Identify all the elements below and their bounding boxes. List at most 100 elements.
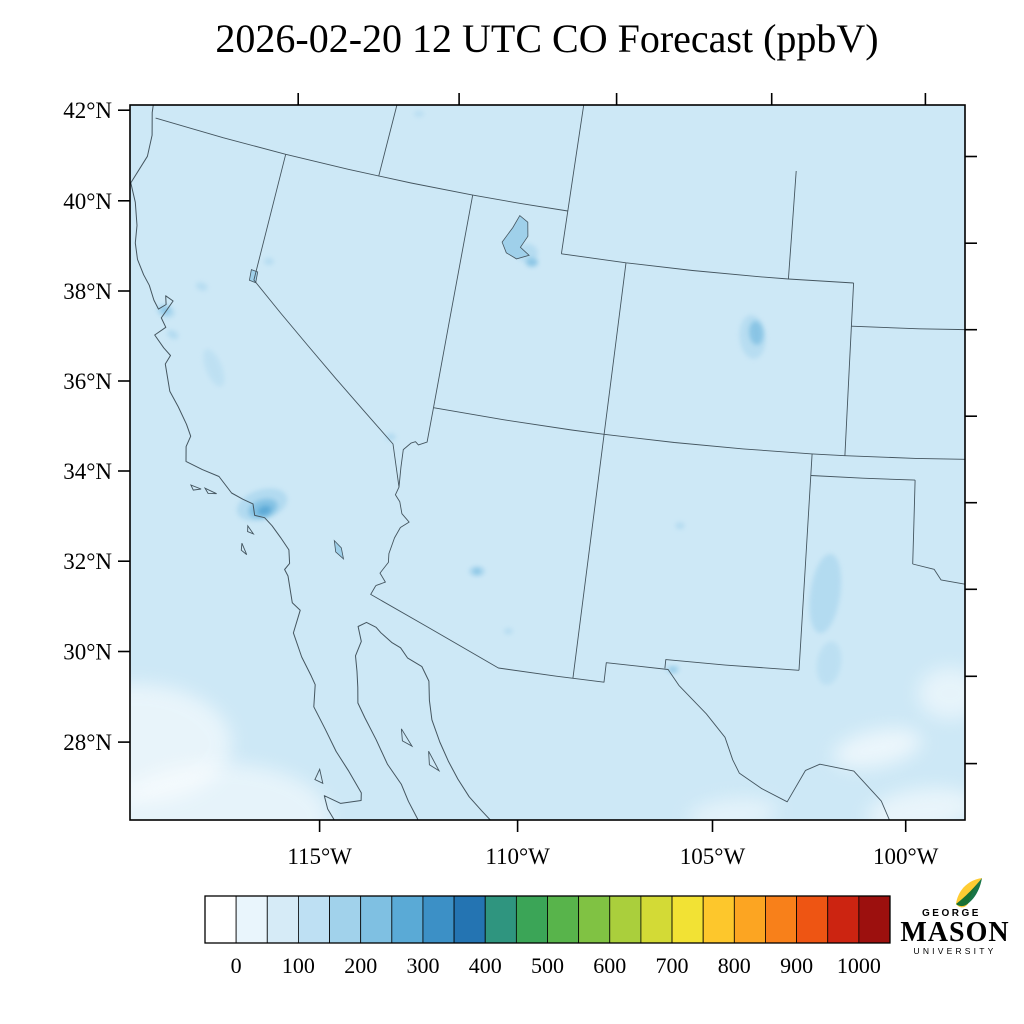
state-border [378, 105, 398, 177]
state-border [844, 282, 855, 456]
lat-tick-label: 30°N [63, 640, 112, 665]
island-outline [203, 487, 217, 495]
map-axes: 42°N 40°N 38°N 36°N 34°N 32°N 30°N 28°N 115°W 110… [63, 93, 977, 869]
state-border [370, 585, 890, 820]
state-border [155, 117, 568, 212]
colorbar-tick-label: 1000 [837, 953, 881, 978]
gmu-leaf-blade-icon [956, 878, 982, 907]
lon-tick-label: 110°W [485, 844, 550, 869]
logo-george-text: GEORGE [922, 908, 981, 919]
island-outline [240, 543, 248, 555]
colorbar-cell [827, 895, 860, 944]
lat-tick-label: 40°N [63, 189, 112, 214]
colorbar-cell [422, 895, 455, 944]
lat-tick-label: 34°N [63, 459, 112, 484]
state-border [912, 480, 916, 565]
co-hotspot-phoenix-core [473, 568, 481, 574]
state-border [398, 195, 474, 488]
co-hotspot-west-texas [809, 553, 842, 634]
state-border [561, 253, 854, 284]
logo-university-text: UNIVERSITY [913, 946, 996, 956]
state-border [603, 262, 627, 435]
island-outline [190, 484, 202, 491]
colorbar-tick-label: 600 [593, 953, 626, 978]
colorbar-cell [204, 895, 237, 944]
colorbar-cell [329, 895, 362, 944]
lat-tick-label: 36°N [63, 369, 112, 394]
co-hotspot-reno [263, 258, 274, 265]
lake-outline [333, 539, 345, 560]
co-field-background [130, 105, 965, 820]
co-hotspot-denver [749, 320, 764, 345]
gmu-logo: GEORGE MASON UNIVERSITY [900, 878, 1009, 956]
island-outline [428, 750, 441, 772]
colorbar-cell [578, 895, 611, 944]
colorbar-tick-label: 800 [718, 953, 751, 978]
colorbar-cell [515, 895, 548, 944]
colorbar-cell [298, 895, 330, 944]
colorbar-cell [640, 895, 673, 944]
lat-tick-label: 42°N [63, 98, 112, 123]
colorbar-tick-label: 500 [531, 953, 564, 978]
co-hotspot-los-angeles-core [257, 505, 272, 516]
co-hotspot-albuquerque [675, 522, 685, 530]
colorbar: 0 100 200 300 400 500 600 700 800 900 1000 [204, 895, 891, 978]
co-hotspot-el-paso-core [669, 667, 676, 672]
low-co-patch [833, 728, 922, 769]
colorbar-cell [609, 895, 642, 944]
lat-tick-label: 38°N [63, 279, 112, 304]
colorbar-tick-label: 300 [407, 953, 440, 978]
low-co-patch [687, 798, 778, 820]
co-hotspot-tucson [503, 628, 513, 635]
colorbar-tick-label: 700 [656, 953, 689, 978]
island-outline [247, 524, 255, 535]
colorbar-cell [671, 895, 704, 944]
forecast-map [130, 105, 965, 820]
state-border [810, 475, 916, 481]
state-border [787, 170, 797, 280]
island-outline [314, 767, 324, 785]
lon-tick-label: 105°W [680, 844, 746, 869]
colorbar-frame [204, 895, 891, 944]
page-title: 2026-02-20 12 UTC CO Forecast (ppbV) [215, 16, 878, 61]
low-co-patch [918, 667, 965, 720]
island-outline [400, 728, 414, 748]
lon-tick-label: 115°W [287, 844, 352, 869]
low-co-patch [130, 763, 330, 820]
colorbar-cell [484, 895, 517, 944]
co-hotspot-permian-basin [816, 641, 842, 686]
colorbar-cell [733, 895, 766, 944]
colorbar-cell [547, 895, 580, 944]
colorbar-tick-label: 900 [780, 953, 813, 978]
colorbar-cell [266, 895, 299, 944]
state-border [433, 407, 965, 460]
colorbar-cell [391, 895, 424, 944]
co-hotspot-sacramento [195, 282, 208, 291]
state-border [912, 563, 965, 585]
low-co-patch [866, 787, 965, 820]
co-hotspot-central-valley [203, 349, 225, 387]
colorbar-cell [796, 895, 829, 944]
logo-mason-text: MASON [900, 917, 1009, 948]
state-border [851, 325, 965, 331]
lake-outline [501, 214, 530, 260]
map-frame [129, 104, 966, 821]
state-border [572, 434, 605, 679]
colorbar-cell [360, 895, 393, 944]
colorbar-tick-label: 0 [231, 953, 242, 978]
co-hotspot-salt-lake-city [525, 257, 538, 267]
colorbar-cell [765, 895, 797, 944]
colorbar-cell [858, 895, 891, 944]
state-border [253, 154, 410, 587]
lon-tick-label: 100°W [873, 844, 939, 869]
colorbar-cell [702, 895, 735, 944]
co-hotspot-san-jose [167, 330, 179, 340]
state-border [798, 453, 813, 671]
lat-tick-label: 32°N [63, 549, 112, 574]
state-border [664, 659, 800, 671]
colorbar-cell [453, 895, 486, 944]
co-hotspot-boise [414, 110, 424, 117]
coastline [130, 105, 492, 820]
colorbar-tick-label: 100 [282, 953, 315, 978]
